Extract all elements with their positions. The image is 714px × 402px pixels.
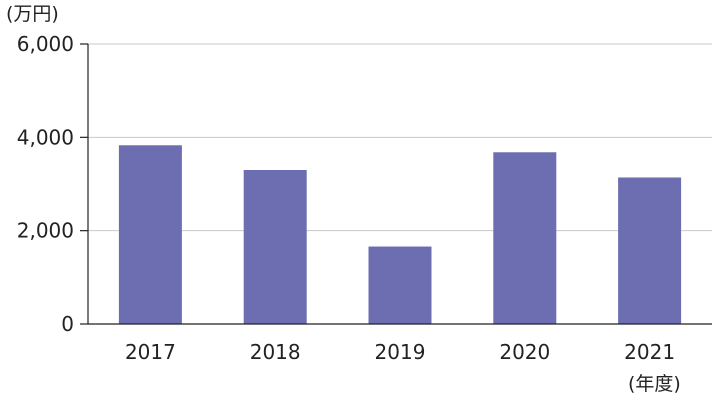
x-tick-label: 2017 bbox=[125, 340, 176, 364]
bar-2019 bbox=[368, 246, 432, 324]
y-tick-label: 0 bbox=[61, 312, 74, 336]
bar-2020 bbox=[493, 152, 557, 324]
x-tick-label: 2020 bbox=[499, 340, 550, 364]
x-tick-label: 2018 bbox=[250, 340, 301, 364]
x-tick-label: 2021 bbox=[624, 340, 675, 364]
y-tick-label: 4,000 bbox=[17, 125, 74, 149]
x-axis-unit-label: (年度) bbox=[628, 373, 681, 395]
x-tick-label: 2019 bbox=[375, 340, 426, 364]
bars bbox=[118, 145, 682, 324]
gridlines bbox=[88, 43, 712, 232]
bar-2018 bbox=[243, 170, 307, 324]
tick-labels: 0 2,000 4,000 6,000 2017 2018 2019 2020 2021 bbox=[17, 32, 675, 364]
y-tick-label: 2,000 bbox=[17, 219, 74, 243]
axes bbox=[80, 43, 712, 325]
bar-2017 bbox=[118, 145, 182, 324]
bar-2021 bbox=[618, 177, 682, 324]
y-tick-label: 6,000 bbox=[17, 32, 74, 56]
y-axis-unit-label: (万円) bbox=[6, 3, 59, 25]
